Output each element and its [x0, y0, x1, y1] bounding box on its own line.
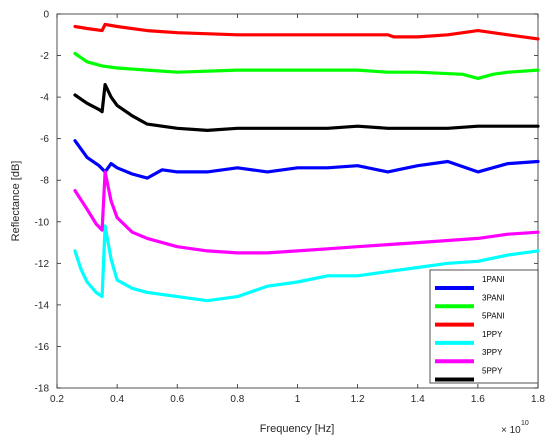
- series-line-1ppy: [73, 224, 540, 303]
- y-tick-label: -8: [40, 176, 49, 187]
- y-tick-label: -4: [40, 93, 49, 104]
- legend-label: 3PANI: [482, 293, 505, 302]
- legend-label: 5PANI: [482, 312, 505, 321]
- x-tick-label: 0.4: [110, 394, 124, 405]
- x-exponent-base: × 10: [501, 425, 521, 436]
- y-tick-label: -6: [40, 134, 49, 145]
- series-line-1pani: [73, 139, 540, 180]
- y-tick-label: -18: [35, 384, 50, 395]
- legend-label: 1PANI: [482, 275, 505, 284]
- series-line-5ppy: [73, 83, 540, 132]
- x-axis: 0.2 0.4 0.6 0.8 1 1.2 1.4 1.6 1.8: [50, 14, 545, 405]
- series-line-3pani: [73, 51, 540, 80]
- series-line-5pani: [73, 22, 540, 41]
- x-tick-label: 0.2: [50, 394, 64, 405]
- y-axis-label: Reflectance [dB]: [10, 161, 22, 242]
- series-line-3ppy: [73, 170, 540, 255]
- x-tick-label: 0.6: [170, 394, 184, 405]
- legend-label: 1PPY: [482, 330, 503, 339]
- x-tick-label: 1.6: [471, 394, 485, 405]
- y-tick-label: -2: [40, 51, 49, 62]
- y-axis: 0 -2 -4 -6 -8 -10 -12 -14 -16 -18: [35, 10, 538, 395]
- legend-label: 5PPY: [482, 367, 503, 376]
- y-tick-label: -10: [35, 217, 50, 228]
- x-axis-label: Frequency [Hz]: [260, 423, 335, 435]
- x-tick-label: 0.8: [230, 394, 244, 405]
- legend-label: 3PPY: [482, 348, 503, 357]
- x-tick-label: 1.4: [411, 394, 425, 405]
- series-layer: [73, 22, 540, 303]
- y-tick-label: -16: [35, 342, 50, 353]
- y-tick-label: 0: [43, 10, 49, 21]
- y-tick-label: -12: [35, 259, 50, 270]
- legend: 1PANI 3PANI 5PANI 1PPY 3PPY 5PPY: [429, 269, 539, 384]
- x-exponent-power: 10: [521, 420, 529, 427]
- x-tick-label: 1.8: [531, 394, 545, 405]
- x-tick-label: 1.2: [351, 394, 365, 405]
- y-tick-label: -14: [35, 300, 50, 311]
- x-tick-label: 1: [295, 394, 301, 405]
